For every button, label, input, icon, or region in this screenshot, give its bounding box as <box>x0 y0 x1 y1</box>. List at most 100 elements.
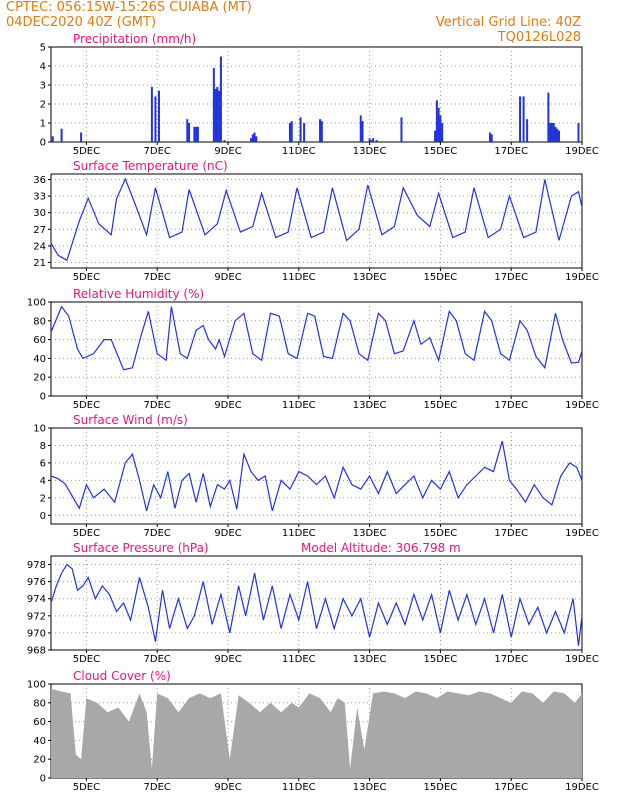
precip-bar <box>186 119 189 142</box>
panel-3-ytick-label: 2 <box>40 493 46 504</box>
panel-0-ytick-label: 3 <box>40 81 46 92</box>
panel-2-ytick-label: 40 <box>33 354 46 365</box>
panel-4-ytick-label: 974 <box>27 594 46 605</box>
panel-4-xtick-label: 15DEC <box>424 654 458 665</box>
panel-4-ytick-label: 970 <box>27 628 46 639</box>
panel-2-xtick-label: 5DEC <box>73 400 100 411</box>
precip-bar <box>290 121 293 142</box>
precip-bar <box>196 126 199 142</box>
panel-0-xtick-label: 7DEC <box>144 146 171 157</box>
panel-4-xtick-label: 11DEC <box>282 654 316 665</box>
precip-bar <box>375 140 378 142</box>
panel-2-xtick-label: 15DEC <box>424 400 458 411</box>
panel-5-xtick-label: 5DEC <box>73 782 100 793</box>
panel-4-series-line <box>50 563 583 646</box>
panel-1-ytick-label: 36 <box>33 175 46 186</box>
precip-bar <box>556 128 559 142</box>
panel-5-ytick-label: 20 <box>33 755 46 766</box>
panel-2-xtick-label: 9DEC <box>214 400 241 411</box>
header-station: CPTEC: 056:15W-15:26S CUIABA (MT) <box>6 0 252 15</box>
panel-3-ytick-label: 10 <box>33 424 46 435</box>
panel-4-xtick-label: 9DEC <box>214 654 241 665</box>
precip-bar <box>490 134 493 142</box>
header-model: TQ0126L028 <box>497 30 581 45</box>
panel-4-ytick-label: 972 <box>27 611 46 622</box>
panel-1-ytick-label: 33 <box>33 192 46 203</box>
panel-3-ytick-label: 0 <box>40 511 46 522</box>
precip-bar <box>157 90 160 142</box>
panel-2-title: Relative Humidity (%) <box>73 287 204 301</box>
panel-4-ytick-label: 976 <box>27 577 46 588</box>
panel-5-ytick-label: 40 <box>33 736 46 747</box>
precip-bar <box>519 96 522 142</box>
panel-1-ytick-label: 21 <box>33 258 46 269</box>
panel-2-xtick-label: 11DEC <box>282 400 316 411</box>
panel-3-xtick-label: 13DEC <box>353 528 387 539</box>
precip-bar <box>250 138 253 142</box>
panel-2-ytick-label: 20 <box>33 373 46 384</box>
panel-1-series-line <box>50 177 583 262</box>
header-grid-line: Vertical Grid Line: 40Z <box>435 15 581 30</box>
precip-bar <box>552 123 555 142</box>
panel-5-title: Cloud Cover (%) <box>73 669 171 683</box>
panel-2-ytick-label: 0 <box>40 392 46 403</box>
panel-0-xtick-label: 19DEC <box>565 146 599 157</box>
panel-1-xtick-label: 15DEC <box>424 272 458 283</box>
precip-bar <box>218 90 221 142</box>
panel-1-ytick-label: 24 <box>33 241 46 252</box>
panel-3-xtick-label: 7DEC <box>144 528 171 539</box>
panel-2-frame <box>50 301 583 397</box>
panel-3-series-line <box>50 440 583 512</box>
panel-1-xtick-label: 7DEC <box>144 272 171 283</box>
precip-bar <box>549 123 552 142</box>
panel-2-xtick-label: 19DEC <box>565 400 599 411</box>
panel-4-xtick-label: 5DEC <box>73 654 100 665</box>
panel-3-xtick-label: 11DEC <box>282 528 316 539</box>
precip-bar <box>554 126 557 142</box>
precip-bar <box>299 117 302 142</box>
precip-bar <box>550 123 553 142</box>
panel-5-ytick-label: 0 <box>40 774 46 785</box>
cloud-cover-area <box>51 688 582 778</box>
precip-bar <box>193 126 196 142</box>
precip-bar <box>437 107 440 142</box>
precip-bar <box>253 132 256 142</box>
panel-4-frame <box>50 555 583 651</box>
panel-0-xtick-label: 15DEC <box>424 146 458 157</box>
precip-bar <box>441 123 444 142</box>
panel-0-xtick-label: 5DEC <box>73 146 100 157</box>
panel-2-series-line <box>50 305 583 371</box>
precip-bar <box>361 121 364 142</box>
panel-5-xtick-label: 11DEC <box>282 782 316 793</box>
panel-2-xtick-label: 7DEC <box>144 400 171 411</box>
panel-2-ytick-label: 80 <box>33 316 46 327</box>
panel-4-ytick-label: 968 <box>27 646 46 657</box>
panel-3-xtick-label: 17DEC <box>494 528 528 539</box>
panel-3-title: Surface Wind (m/s) <box>73 413 188 427</box>
precip-bar <box>214 88 217 142</box>
panel-1-xtick-label: 11DEC <box>282 272 316 283</box>
panel-0-ytick-label: 2 <box>40 100 46 111</box>
precip-bar <box>223 140 226 142</box>
panel-1-ytick-label: 30 <box>33 208 46 219</box>
panel-1-title: Surface Temperature (nC) <box>73 159 228 173</box>
panel-4-ytick-label: 978 <box>27 560 46 571</box>
precip-bar <box>577 123 580 142</box>
panel-2-ytick-label: 100 <box>27 298 46 309</box>
panel-4-xtick-label: 13DEC <box>353 654 387 665</box>
panel-2-ytick-label: 60 <box>33 335 46 346</box>
panel-1-xtick-label: 9DEC <box>214 272 241 283</box>
precip-bar <box>439 115 442 142</box>
panel-0-ytick-label: 4 <box>40 62 46 73</box>
precip-bar <box>370 140 373 142</box>
precip-bar <box>319 119 322 142</box>
panel-0-ytick-label: 0 <box>40 138 46 149</box>
panel-0-ytick-label: 1 <box>40 119 46 130</box>
panel-5-xtick-label: 15DEC <box>424 782 458 793</box>
precip-bar <box>219 56 222 142</box>
precip-bar <box>80 132 83 142</box>
precip-bar <box>195 126 198 142</box>
panel-2-xtick-label: 17DEC <box>494 400 528 411</box>
precip-bar <box>320 121 323 142</box>
panel-5-xtick-label: 17DEC <box>494 782 528 793</box>
